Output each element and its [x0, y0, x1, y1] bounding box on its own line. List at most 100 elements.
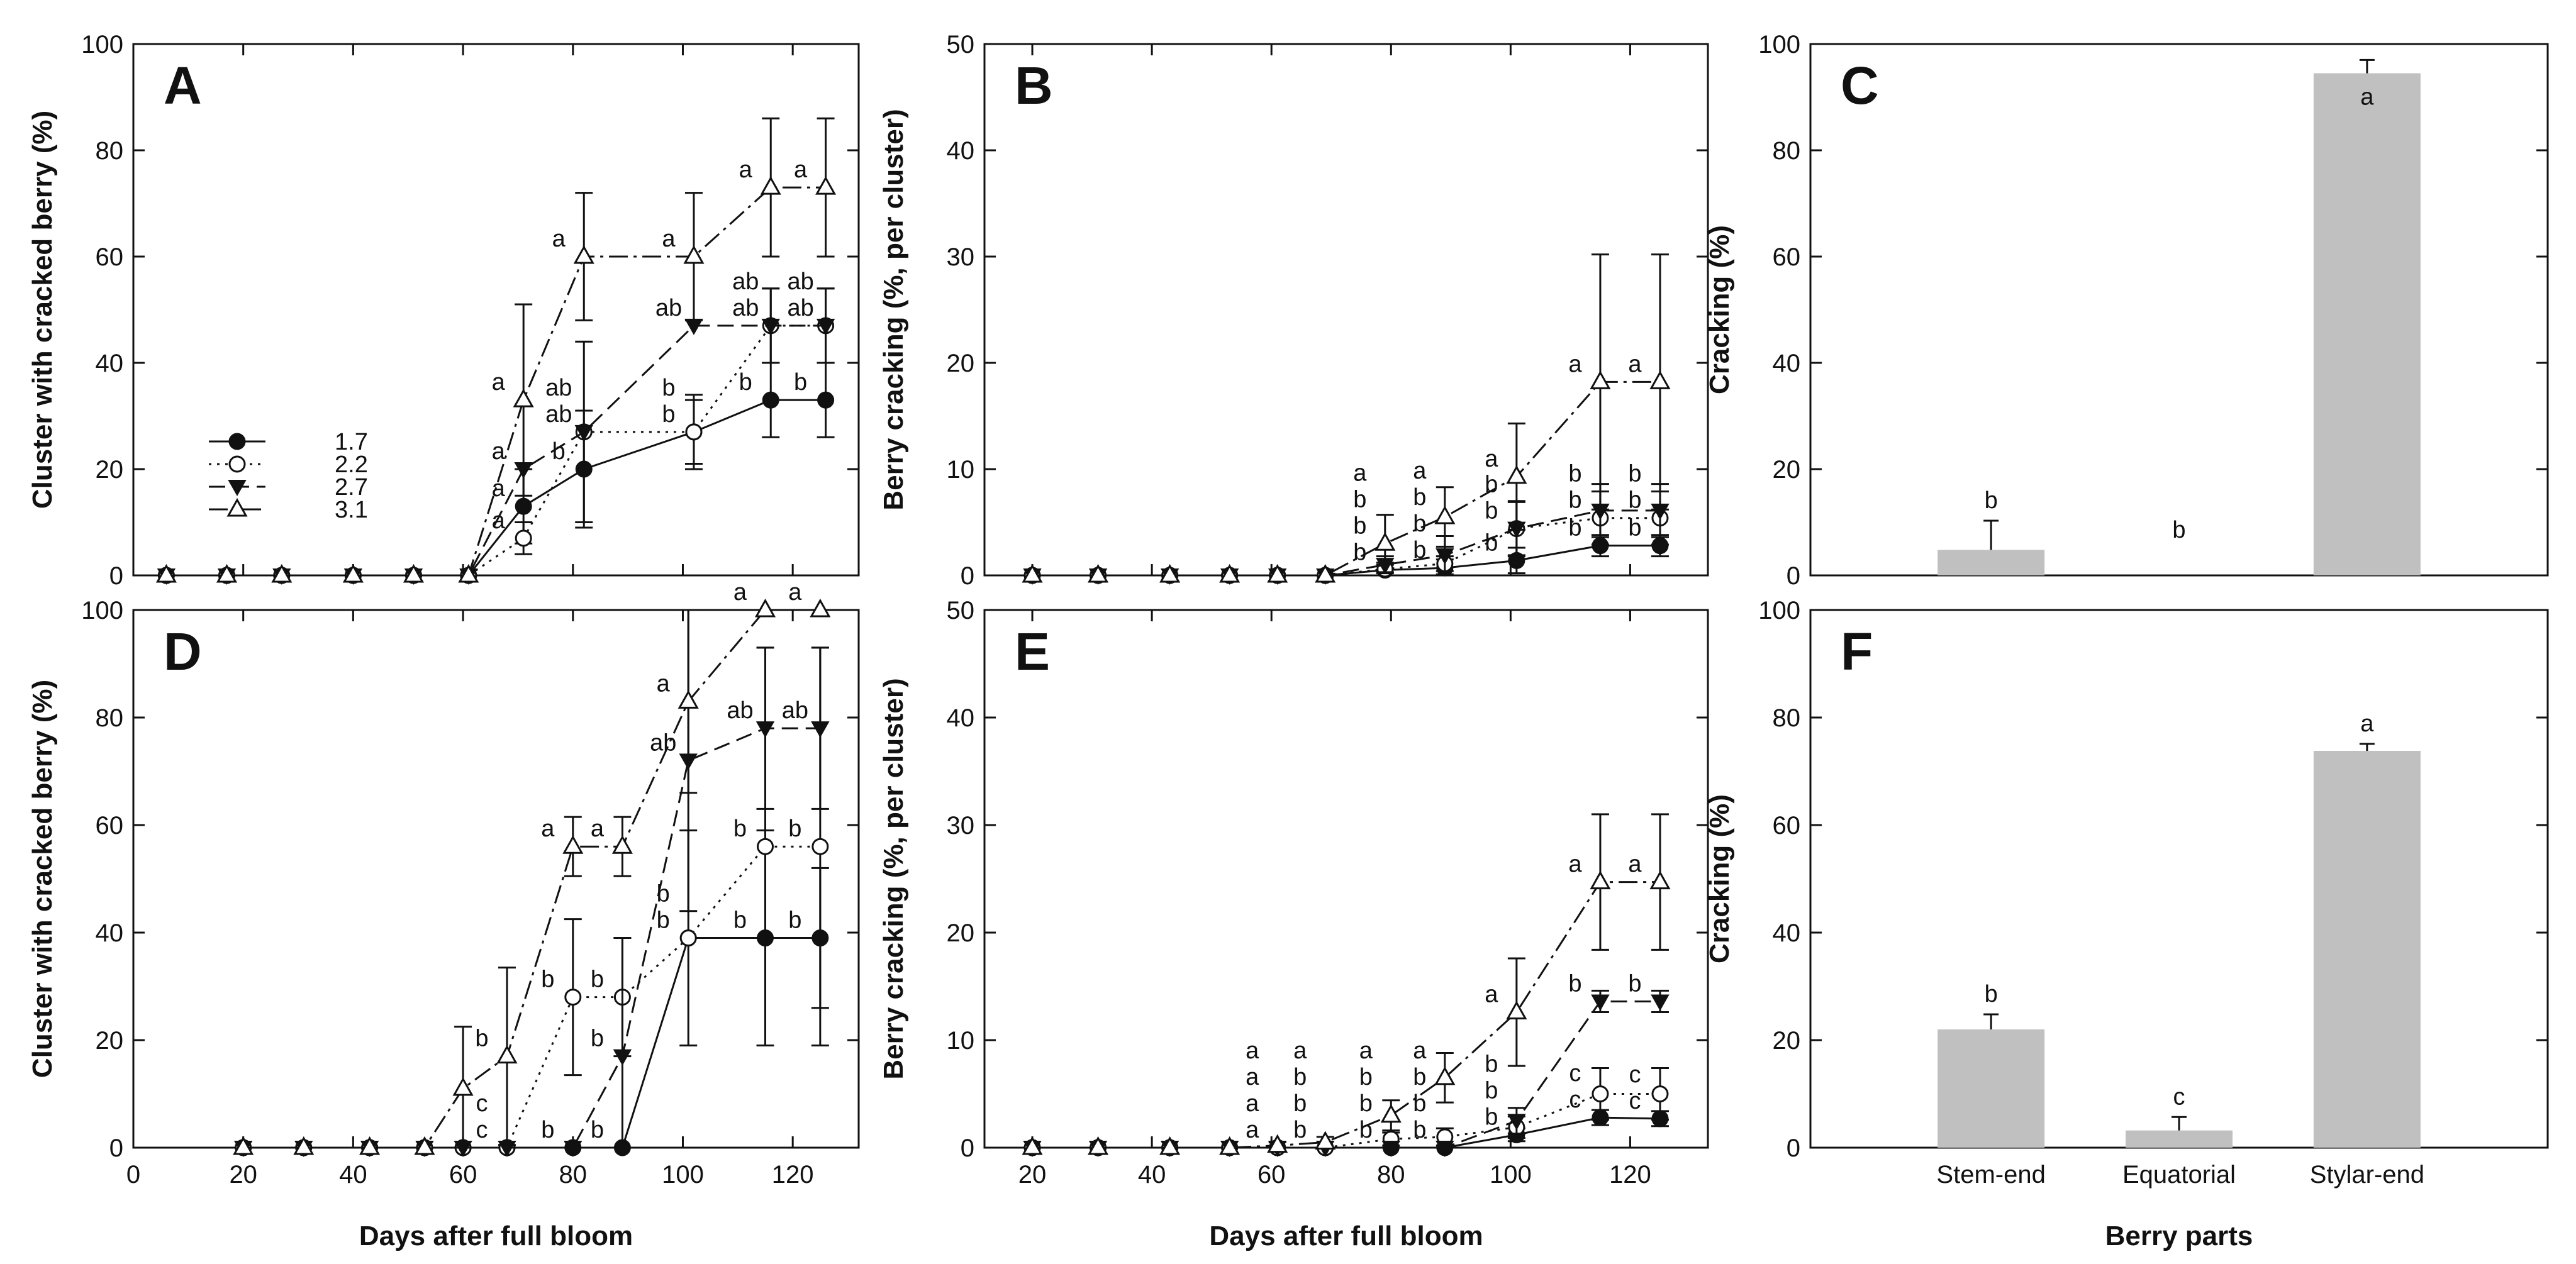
- significance-label: b: [1568, 487, 1581, 514]
- legend: 1.72.22.73.1: [209, 429, 368, 523]
- significance-label: a: [492, 369, 506, 396]
- x-tick-label: 20: [229, 1161, 257, 1189]
- bar-stylar-end: [2313, 73, 2421, 576]
- y-tick-label: 20: [96, 1027, 124, 1055]
- panel-b: 0 10 20 30 40 50 Berry cracking (%, per cluste…: [878, 31, 1709, 590]
- marker-3-1: [1088, 1136, 1109, 1155]
- marker-3-1: [1219, 563, 1241, 583]
- significance-label: b: [1359, 1117, 1373, 1143]
- y-tick-label: 20: [947, 350, 975, 377]
- plot-frame: [1809, 43, 2549, 577]
- significance-label: a: [591, 816, 605, 842]
- series-line: [1032, 881, 1660, 1149]
- significance-label: b: [733, 816, 747, 842]
- series-line: [243, 937, 820, 1149]
- marker-2-7: [811, 721, 830, 738]
- series-1-7: b b bb b: [1023, 515, 1669, 584]
- significance-label: ab: [787, 269, 813, 295]
- y-tick-label: 10: [947, 456, 975, 484]
- significance-label: b: [1485, 1104, 1498, 1130]
- marker-3-1: [1590, 870, 1611, 890]
- marker-3-1: [1159, 1136, 1181, 1155]
- legend-label: 2.2: [335, 452, 368, 478]
- y-tick-label: 10: [947, 1027, 975, 1055]
- significance-label: b: [1485, 1051, 1498, 1077]
- plot-frame: [1809, 609, 2549, 1149]
- marker-2-2: [1651, 1085, 1669, 1102]
- x-tick-label: 120: [1609, 1161, 1651, 1189]
- series-line: [1032, 509, 1660, 577]
- significance-label: b: [591, 1117, 604, 1143]
- marker-3-1: [226, 497, 248, 517]
- significance-label: a: [662, 226, 676, 252]
- marker-3-1: [611, 835, 633, 854]
- x-axis-title: Berry parts: [2105, 1221, 2253, 1251]
- series-line: [1032, 1000, 1660, 1149]
- significance-label: b: [1413, 537, 1426, 563]
- panel-d: 0 20 40 60 80 100 0 20 40 60 80 100 120 Cluster with …: [27, 579, 860, 1251]
- significance-label: a: [1568, 351, 1582, 377]
- marker-2-7: [1436, 1141, 1454, 1158]
- marker-3-1: [1159, 563, 1181, 583]
- marker-2-2: [1592, 1085, 1609, 1102]
- significance-label: b: [1293, 1064, 1307, 1090]
- marker-3-1: [1374, 532, 1396, 551]
- significance-label: b: [1568, 461, 1581, 487]
- x-axis-title: Days after full bloom: [1209, 1221, 1483, 1251]
- marker-2-7: [1651, 994, 1670, 1011]
- significance-label: a: [492, 438, 506, 465]
- marker-2-7: [1591, 994, 1610, 1011]
- y-tick-label: 0: [109, 1134, 123, 1162]
- significance-label: b: [1485, 1077, 1498, 1104]
- x-tick-label: 80: [1377, 1161, 1405, 1189]
- y-tick-label: 50: [947, 31, 975, 58]
- marker-3-1: [216, 563, 238, 583]
- series-line: [1032, 1093, 1660, 1149]
- significance-label: b: [1359, 1064, 1373, 1090]
- marker-3-1: [233, 1136, 254, 1155]
- marker-2-7: [756, 721, 775, 738]
- marker-3-1: [452, 1077, 474, 1096]
- significance-label: a: [1246, 1090, 1259, 1117]
- y-tick-label: 40: [1773, 919, 1801, 947]
- y-tick-label: 100: [1758, 31, 1800, 58]
- y-tick-label: 0: [1787, 1134, 1800, 1162]
- marker-3-1: [562, 835, 584, 854]
- significance-label: b: [788, 907, 801, 934]
- significance-label: b: [1568, 970, 1581, 997]
- significance-label: b: [1628, 515, 1641, 541]
- y-tick-label: 0: [109, 562, 123, 590]
- marker-3-1: [573, 245, 594, 264]
- marker-3-1: [271, 563, 293, 583]
- significance-label: b: [1985, 487, 1998, 514]
- marker-3-1: [293, 1136, 315, 1155]
- bar-equatorial: [2126, 1130, 2233, 1148]
- significance-label: b: [1413, 484, 1426, 511]
- y-tick-label: 100: [1758, 597, 1800, 624]
- marker-2-7: [1436, 548, 1454, 565]
- x-tick-label: 60: [1257, 1161, 1286, 1189]
- x-tick-label: 80: [559, 1161, 588, 1189]
- significance-label: a: [1293, 1038, 1307, 1064]
- y-tick-label: 40: [947, 137, 975, 165]
- y-tick-label: 80: [1773, 704, 1801, 732]
- series-3-1: a a a a a: [1022, 253, 1671, 583]
- y-tick-label: 40: [96, 919, 124, 947]
- category-label: Stylar-end: [2310, 1161, 2424, 1189]
- y-tick-label: 80: [1773, 137, 1801, 165]
- x-tick-label: 40: [339, 1161, 367, 1189]
- y-tick-label: 0: [961, 1134, 974, 1162]
- marker-3-1: [677, 690, 699, 709]
- marker-3-1: [815, 176, 837, 195]
- marker-1-7: [228, 433, 246, 450]
- marker-2-7: [613, 1049, 632, 1066]
- significance-label: a: [739, 157, 753, 183]
- y-axis-title: Cracking (%): [1704, 225, 1735, 394]
- significance-label: b: [1985, 981, 1998, 1007]
- significance-label: b: [591, 1026, 604, 1052]
- y-tick-label: 30: [947, 812, 975, 840]
- panel-c: 0 20 40 60 80 100 Cracking (%) Cb b a: [1704, 31, 2549, 590]
- panel-a: 0 20 40 60 80 100 Cluster with cracked berry (…: [27, 31, 860, 590]
